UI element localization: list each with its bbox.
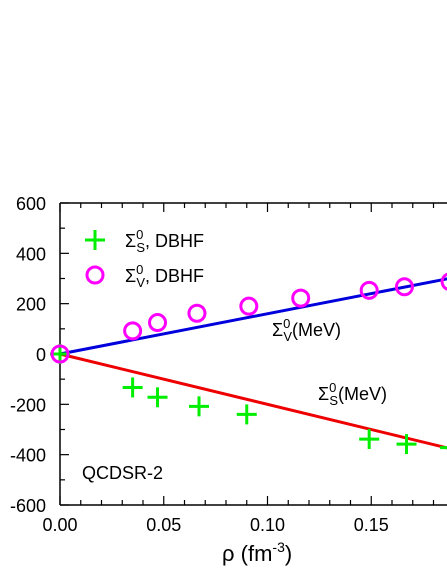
markers bbox=[50, 272, 447, 455]
circle-marker bbox=[123, 321, 143, 341]
legend-entry: Σ0 S, DBHF bbox=[125, 227, 204, 255]
x-axis-label-main: ρ (fm bbox=[222, 541, 272, 566]
x-tick-label: 0.15 bbox=[354, 515, 389, 535]
line-label-sub: S bbox=[329, 393, 338, 408]
plus-marker bbox=[359, 429, 380, 450]
y-tick-label: 400 bbox=[16, 244, 46, 264]
circle-marker bbox=[187, 303, 207, 323]
plus-marker bbox=[236, 404, 257, 425]
line-label: Σ0 V(MeV) bbox=[272, 316, 341, 344]
legend-sup: 0 bbox=[136, 227, 143, 242]
legend-sym: Σ bbox=[125, 231, 136, 251]
legend-sub: V bbox=[136, 275, 145, 290]
line-label-sym: Σ bbox=[318, 384, 329, 404]
fit-line-scalar bbox=[59, 352, 447, 450]
tick-labels: 0.00 0.05 0.10 0.15 0 -600 -400 -200 0 200 400 600 bbox=[10, 194, 389, 535]
circle-marker bbox=[148, 313, 168, 333]
plus-marker bbox=[189, 396, 210, 417]
x-axis-label: ρ (fm-3) bbox=[222, 539, 292, 566]
ticks bbox=[59, 202, 435, 506]
y-tick-label: -200 bbox=[10, 395, 46, 415]
circle-marker bbox=[440, 272, 447, 291]
y-tick-label: 0 bbox=[36, 345, 46, 365]
y-tick-label: -600 bbox=[10, 496, 46, 516]
fit-line-vector bbox=[59, 277, 447, 356]
x-tick-label: 0.00 bbox=[42, 515, 77, 535]
line-label-rest: (MeV) bbox=[292, 320, 341, 340]
y-tick-label: 600 bbox=[16, 194, 46, 214]
plus-marker bbox=[440, 446, 447, 450]
axes bbox=[59, 202, 447, 506]
line-label-rest: (MeV) bbox=[338, 384, 387, 404]
x-tick-label: 0.05 bbox=[146, 515, 181, 535]
circle-marker bbox=[291, 288, 311, 308]
legend-sup: 0 bbox=[136, 262, 143, 277]
circle-marker bbox=[394, 277, 414, 297]
legend-sub: S bbox=[136, 240, 145, 255]
circle-marker bbox=[50, 344, 70, 364]
line-label-sup: 0 bbox=[329, 380, 336, 395]
legend-rest: , DBHF bbox=[145, 231, 204, 251]
x-axis-label-sup: -3 bbox=[272, 539, 285, 555]
box-label: QCDSR-2 bbox=[82, 463, 163, 483]
circle-marker bbox=[359, 280, 379, 300]
y-tick-label: -400 bbox=[10, 446, 46, 466]
line-label: Σ0 S(MeV) bbox=[318, 380, 387, 408]
line-label-sub: V bbox=[283, 329, 292, 344]
legend-circle-symbol bbox=[85, 265, 105, 285]
circle-marker bbox=[239, 296, 259, 316]
plus-marker bbox=[147, 387, 168, 408]
y-tick-label: 200 bbox=[16, 295, 46, 315]
plus-marker bbox=[122, 377, 143, 398]
line-label-sup: 0 bbox=[283, 316, 290, 331]
x-axis-label-close: ) bbox=[285, 541, 292, 566]
legend-sym: Σ bbox=[125, 266, 136, 286]
line-label-sym: Σ bbox=[272, 320, 283, 340]
plus-marker bbox=[396, 434, 417, 455]
annotations: Σ0 V(MeV)Σ0 S(MeV) bbox=[272, 316, 387, 408]
x-tick-label: 0.10 bbox=[250, 515, 285, 535]
legend-entry: Σ0 V, DBHF bbox=[125, 262, 204, 290]
legend-rest: , DBHF bbox=[145, 266, 204, 286]
